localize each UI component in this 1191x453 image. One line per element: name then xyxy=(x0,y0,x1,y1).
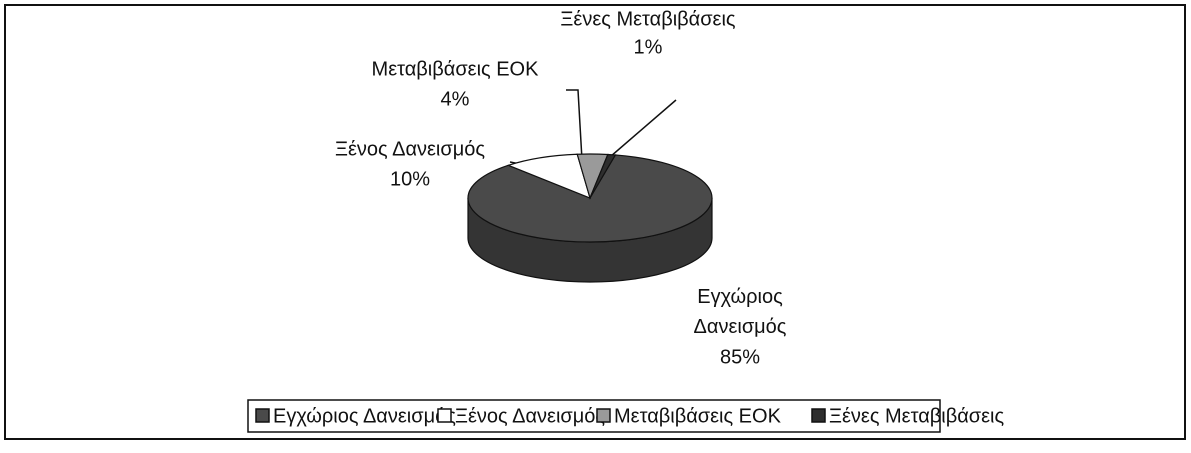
slice-label: Ξένος Δανεισμός xyxy=(335,138,485,160)
chart-border xyxy=(4,4,1186,440)
legend-swatch xyxy=(437,408,452,423)
slice-value-label: 85% xyxy=(720,346,760,368)
slice-value-label: 10% xyxy=(390,168,430,190)
slice-label: Εγχώριος Δανεισμός xyxy=(694,286,787,338)
pie-slice xyxy=(506,153,591,200)
legend-swatch xyxy=(811,408,826,423)
slice-value-label: 4% xyxy=(441,88,470,110)
legend-label: Ξένες Μεταβιβάσεις xyxy=(829,405,1004,427)
pie-slice xyxy=(589,153,617,199)
legend-label: Ξένος Δανεισμός xyxy=(455,405,605,427)
leader-line xyxy=(602,99,677,164)
legend-swatch xyxy=(596,408,611,423)
leader-line xyxy=(566,89,583,161)
slice-value-label: 1% xyxy=(634,36,663,58)
legend-label: Εγχώριος Δανεισμός xyxy=(273,405,456,427)
slice-label: Ξένες Μεταβιβάσεις xyxy=(560,8,735,30)
legend-label: Μεταβιβάσεις ΕΟΚ xyxy=(614,405,782,427)
slice-label: Μεταβιβάσεις ΕΟΚ xyxy=(372,58,540,80)
legend-swatch xyxy=(255,408,270,423)
